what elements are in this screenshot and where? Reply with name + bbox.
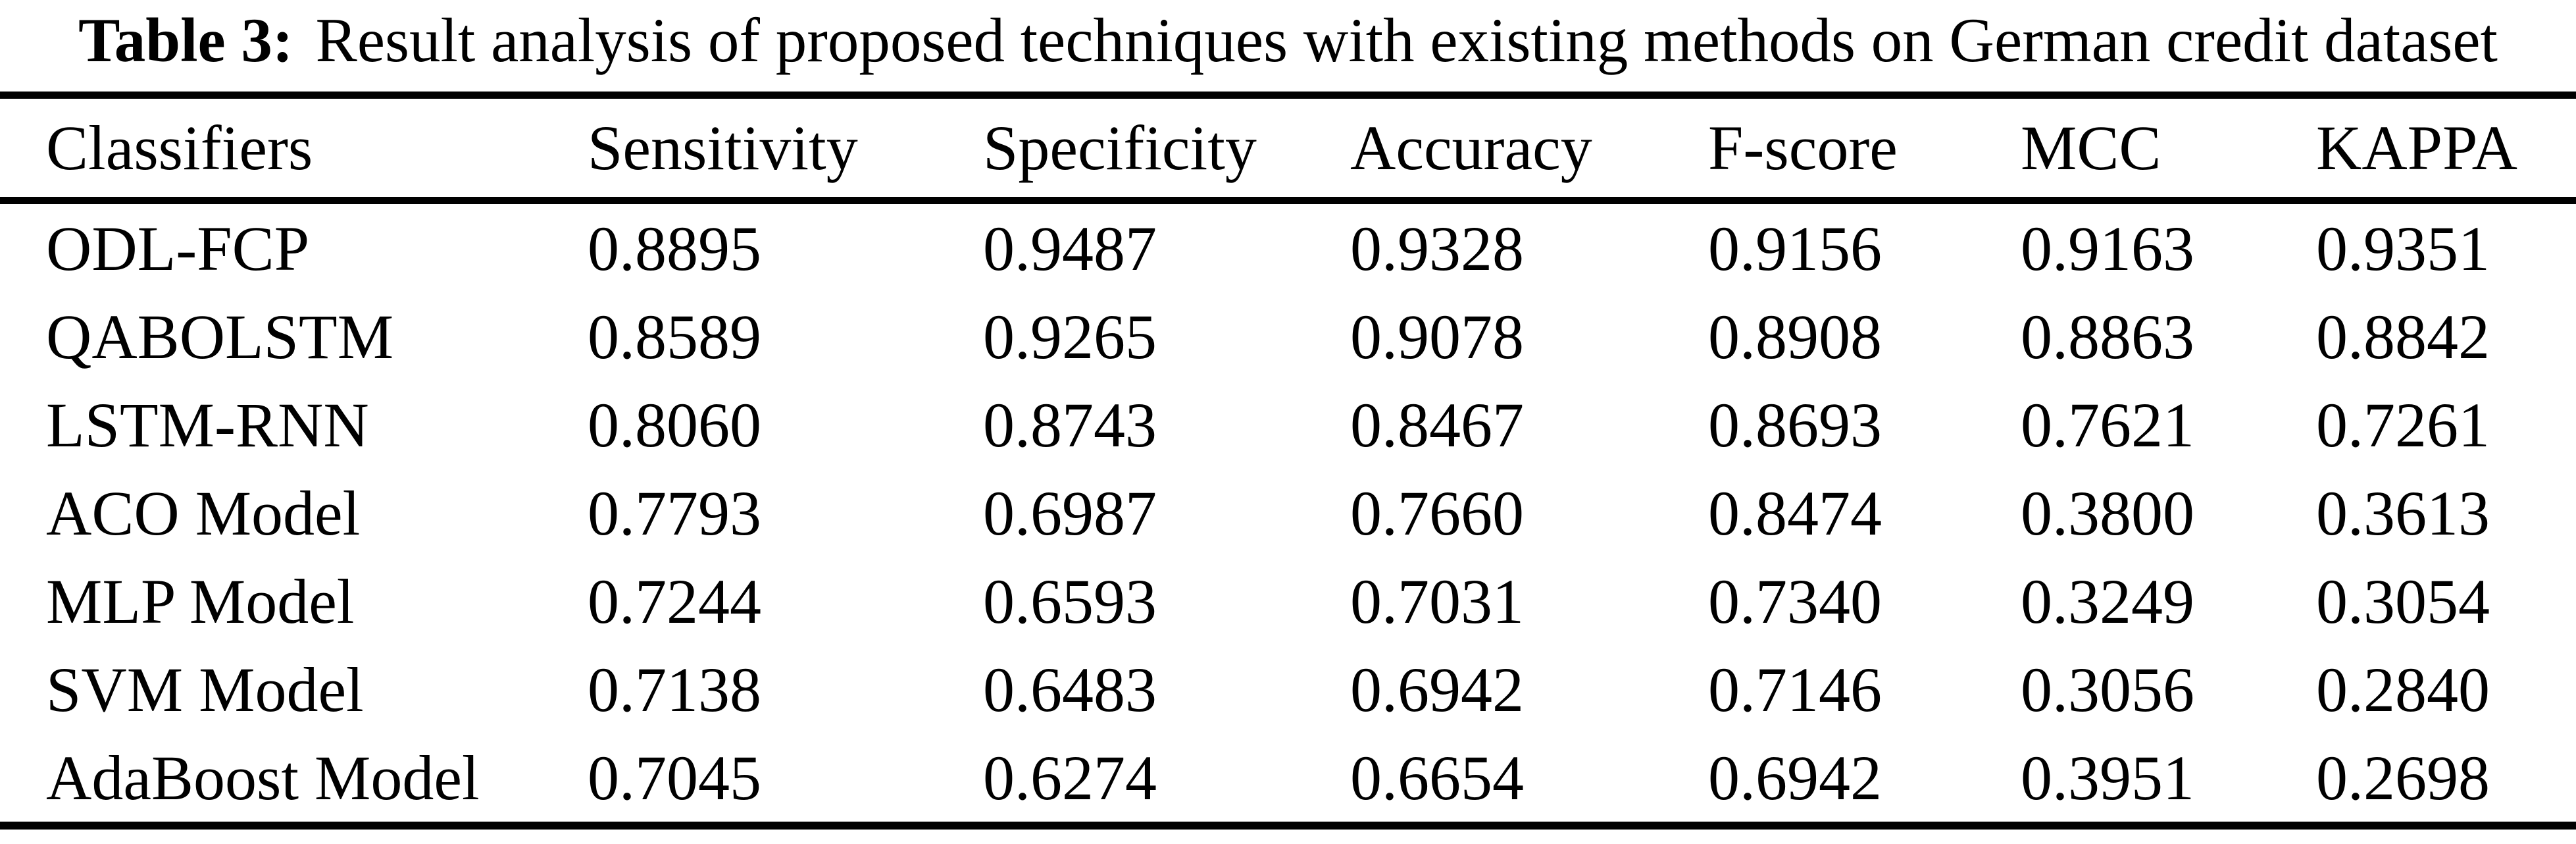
- metric-value-cell: 0.9078: [1350, 301, 1524, 372]
- metric-value-cell: 0.7261: [2316, 389, 2490, 460]
- metric-value-cell: 0.8060: [588, 389, 761, 460]
- column-header-specificity: Specificity: [983, 95, 1350, 204]
- column-header-classifiers: Classifiers: [0, 95, 588, 204]
- table-header-row: Classifiers Sensitivity Specificity Accu…: [0, 95, 2576, 204]
- metric-value-cell: 0.8467: [1350, 389, 1524, 460]
- column-header-accuracy: Accuracy: [1350, 95, 1708, 204]
- metric-value-cell: 0.9163: [2021, 213, 2194, 284]
- metric-value-cell: 0.3800: [2021, 477, 2194, 548]
- metric-value-cell: 0.7138: [588, 654, 761, 725]
- metric-value-cell: 0.6274: [983, 742, 1157, 813]
- classifier-cell: ACO Model: [46, 477, 361, 548]
- column-header-sensitivity: Sensitivity: [588, 95, 983, 204]
- metric-value-cell: 0.7340: [1708, 566, 1882, 637]
- metric-value-cell: 0.9328: [1350, 213, 1524, 284]
- metric-value-cell: 0.6593: [983, 566, 1157, 637]
- table-header: Classifiers Sensitivity Specificity Accu…: [0, 95, 2576, 204]
- table-caption: Table 3: Result analysis of proposed tech…: [0, 0, 2576, 92]
- classifier-cell: SVM Model: [46, 654, 364, 725]
- metric-value-cell: 0.6942: [1350, 654, 1524, 725]
- metric-value-cell: 0.2698: [2316, 742, 2490, 813]
- metric-value-cell: 0.6942: [1708, 742, 1882, 813]
- metric-value-cell: 0.8693: [1708, 389, 1882, 460]
- column-header-mcc: MCC: [2021, 95, 2316, 204]
- classifier-cell: QABOLSTM: [46, 301, 394, 372]
- metric-value-cell: 0.3249: [2021, 566, 2194, 637]
- table-row: MLP Model 0.7244 0.6593 0.7031 0.7340 0.3249 0…: [0, 557, 2576, 645]
- table-row: SVM Model 0.7138 0.6483 0.6942 0.7146 0.3056 0…: [0, 645, 2576, 733]
- results-table: Classifiers Sensitivity Specificity Accu…: [0, 92, 2576, 830]
- metric-value-cell: 0.6987: [983, 477, 1157, 548]
- metric-value-cell: 0.8908: [1708, 301, 1882, 372]
- metric-value-cell: 0.9265: [983, 301, 1157, 372]
- table-row: QABOLSTM 0.8589 0.9265 0.9078 0.8908 0.8863 0.…: [0, 292, 2576, 381]
- classifier-cell: LSTM-RNN: [46, 389, 369, 460]
- metric-value-cell: 0.8863: [2021, 301, 2194, 372]
- column-header-f-score: F-score: [1708, 95, 2021, 204]
- metric-value-cell: 0.7244: [588, 566, 761, 637]
- classifier-cell: ODL-FCP: [46, 213, 310, 284]
- metric-value-cell: 0.8743: [983, 389, 1157, 460]
- metric-value-cell: 0.7660: [1350, 477, 1524, 548]
- metric-value-cell: 0.8842: [2316, 301, 2490, 372]
- metric-value-cell: 0.6654: [1350, 742, 1524, 813]
- metric-value-cell: 0.7045: [588, 742, 761, 813]
- classifier-cell: AdaBoost Model: [46, 742, 480, 813]
- metric-value-cell: 0.3054: [2316, 566, 2490, 637]
- metric-value-cell: 0.8474: [1708, 477, 1882, 548]
- column-header-kappa: KAPPA: [2316, 95, 2576, 204]
- table-row: ACO Model 0.7793 0.6987 0.7660 0.8474 0.3800 0…: [0, 469, 2576, 557]
- metric-value-cell: 0.3951: [2021, 742, 2194, 813]
- table-row: AdaBoost Model 0.7045 0.6274 0.6654 0.6942 0.…: [0, 733, 2576, 826]
- metric-value-cell: 0.2840: [2316, 654, 2490, 725]
- metric-value-cell: 0.9156: [1708, 213, 1882, 284]
- table-caption-label: Table 3:: [78, 5, 293, 75]
- metric-value-cell: 0.3056: [2021, 654, 2194, 725]
- table-caption-text: Result analysis of proposed techniques w…: [315, 5, 2498, 75]
- metric-value-cell: 0.7031: [1350, 566, 1524, 637]
- classifier-cell: MLP Model: [46, 566, 355, 637]
- metric-value-cell: 0.7621: [2021, 389, 2194, 460]
- metric-value-cell: 0.7793: [588, 477, 761, 548]
- table-row: LSTM-RNN 0.8060 0.8743 0.8467 0.8693 0.7621 0.…: [0, 381, 2576, 469]
- metric-value-cell: 0.9487: [983, 213, 1157, 284]
- metric-value-cell: 0.6483: [983, 654, 1157, 725]
- metric-value-cell: 0.8589: [588, 301, 761, 372]
- metric-value-cell: 0.7146: [1708, 654, 1882, 725]
- metric-value-cell: 0.3613: [2316, 477, 2490, 548]
- metric-value-cell: 0.8895: [588, 213, 761, 284]
- table-row: ODL-FCP 0.8895 0.9487 0.9328 0.9156 0.9163 0.9…: [0, 201, 2576, 293]
- metric-value-cell: 0.9351: [2316, 213, 2490, 284]
- table-body: ODL-FCP 0.8895 0.9487 0.9328 0.9156 0.9163 0.9…: [0, 201, 2576, 826]
